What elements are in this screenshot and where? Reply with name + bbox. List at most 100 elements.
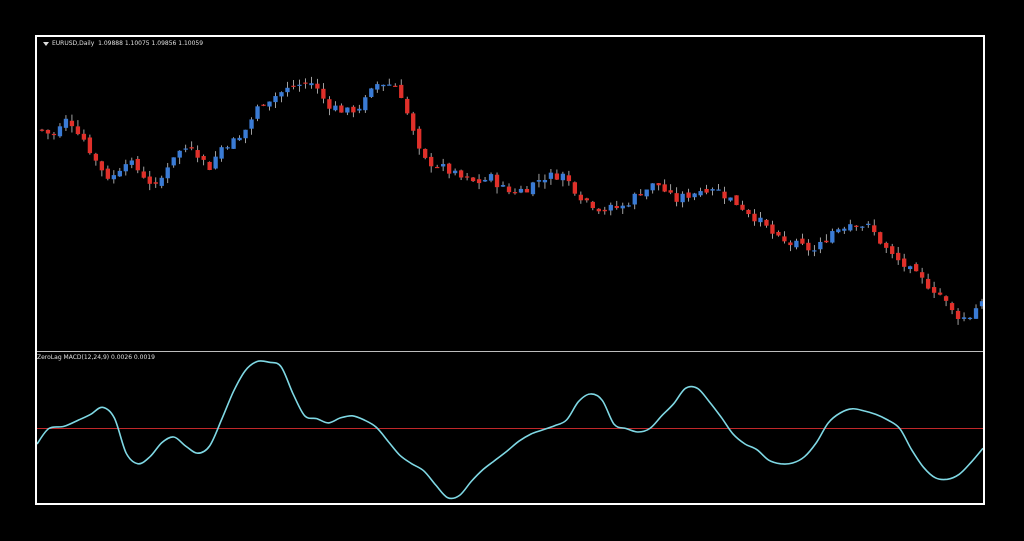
candle (872, 219, 877, 236)
candle (722, 186, 727, 205)
candle (782, 231, 787, 244)
candle (740, 200, 745, 211)
candle (303, 78, 308, 89)
candle (806, 239, 811, 256)
candle (75, 120, 81, 136)
candle (117, 167, 122, 177)
candle (919, 267, 925, 284)
candle (267, 101, 272, 111)
candle (776, 230, 781, 237)
candle (387, 78, 392, 86)
candle (542, 174, 548, 189)
candle (285, 81, 290, 97)
candle (596, 208, 601, 214)
candle (650, 183, 655, 194)
candle (686, 188, 691, 202)
candle (943, 295, 949, 307)
candle (87, 134, 93, 155)
candle (902, 253, 907, 272)
candle (506, 183, 512, 195)
candle (566, 170, 572, 186)
candle (758, 211, 763, 227)
dropdown-triangle-icon (43, 41, 49, 46)
candle (213, 151, 218, 170)
candle (536, 173, 542, 188)
candle (638, 189, 643, 196)
candle (315, 78, 320, 94)
candle (309, 76, 314, 89)
macd-line (37, 360, 983, 500)
candle (530, 181, 536, 197)
candle (578, 191, 584, 204)
candle (93, 152, 99, 166)
candle (57, 123, 63, 138)
candle (590, 200, 595, 211)
candle (860, 226, 865, 231)
candle (99, 160, 105, 177)
candle (698, 187, 703, 197)
candle (411, 111, 416, 135)
candle (812, 245, 817, 257)
candle (399, 79, 404, 99)
candle (405, 96, 410, 115)
candle (195, 145, 200, 163)
symbol-label: EURUSD,Daily (52, 40, 95, 47)
candle (913, 262, 919, 272)
candle (979, 298, 983, 309)
candle (105, 165, 111, 181)
candle (393, 83, 398, 87)
candle (752, 209, 757, 226)
candle (518, 185, 524, 194)
candle (333, 101, 338, 112)
candle (464, 172, 470, 181)
candle (297, 79, 302, 92)
candle (656, 183, 661, 191)
panel-separator[interactable] (37, 351, 983, 352)
candle (321, 83, 326, 104)
candle (512, 188, 518, 195)
candle (848, 219, 853, 232)
candle (680, 191, 685, 208)
candle (836, 227, 841, 234)
candle (842, 226, 847, 234)
macd-panel-title: ZeroLag MACD(12,24,9) 0.0026 0.0019 (37, 354, 155, 361)
candle (165, 162, 170, 184)
candle (937, 288, 943, 296)
candle (273, 92, 278, 108)
candle (704, 184, 709, 195)
candle (446, 162, 452, 179)
candle (949, 301, 955, 315)
candle (931, 281, 937, 298)
candle (189, 141, 194, 151)
candle (884, 241, 889, 253)
macd-panel[interactable] (37, 352, 983, 503)
candle (39, 128, 45, 132)
candle (423, 148, 428, 160)
candle (728, 197, 733, 202)
candle (692, 192, 697, 201)
candle (476, 174, 482, 190)
candle (770, 220, 775, 239)
candle (854, 225, 859, 231)
candle (207, 161, 212, 171)
candle (435, 164, 440, 169)
candle (896, 246, 901, 265)
candle (159, 175, 164, 189)
candle (69, 114, 75, 133)
price-panel[interactable] (37, 37, 983, 351)
candle (632, 192, 637, 210)
candle (500, 181, 506, 187)
candle (560, 171, 566, 187)
candle (866, 221, 871, 228)
candle (440, 158, 446, 172)
candle (584, 197, 589, 203)
candle (626, 202, 631, 208)
candle (171, 157, 176, 168)
candle (417, 126, 422, 155)
candle (45, 129, 51, 140)
candle (830, 228, 835, 244)
candle (177, 150, 182, 165)
candle (908, 265, 913, 274)
candle (620, 202, 625, 214)
candle (925, 273, 931, 290)
